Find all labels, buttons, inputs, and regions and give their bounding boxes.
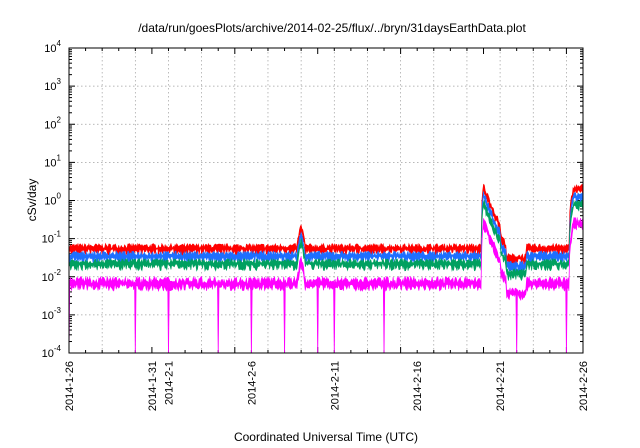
x-tick-label: 2014-2-26: [578, 361, 590, 411]
y-tick-label: 100: [44, 192, 61, 208]
y-axis-label: cSv/day: [25, 179, 39, 222]
y-tick-label: 10-2: [42, 268, 62, 284]
x-axis-label: Coordinated Universal Time (UTC): [234, 430, 418, 444]
x-tick-label: 2014-1-26: [64, 361, 76, 411]
y-tick-label: 10-1: [42, 230, 62, 246]
chart-title: /data/run/goesPlots/archive/2014-02-25/f…: [138, 21, 526, 35]
y-tick-label: 104: [44, 39, 61, 55]
y-tick-label: 10-4: [42, 344, 62, 360]
x-tick-label: 2014-2-1: [163, 361, 175, 405]
series-group: [69, 183, 583, 353]
grid: [69, 48, 583, 353]
y-tick-label: 10-3: [42, 306, 62, 322]
series-band: [69, 183, 583, 266]
x-tick-label: 2014-2-6: [246, 361, 258, 405]
series-band: [69, 217, 583, 353]
x-tick-labels: 2014-1-26 2014-1-31 2014-2-1 2014-2-6 2014-2…: [64, 361, 590, 411]
y-tick-label: 102: [44, 115, 61, 131]
y-tick-label: 103: [44, 77, 61, 93]
series-band: [69, 199, 583, 282]
x-tick-label: 2014-2-16: [412, 361, 424, 411]
y-tick-label: 101: [44, 153, 61, 169]
x-tick-label: 2014-2-21: [495, 361, 507, 411]
y-tick-labels: 10-4 10-3 10-2 10-1 100 101 102 103 104: [42, 39, 62, 360]
x-tick-label: 2014-2-11: [329, 361, 341, 410]
plot-frame: [68, 47, 584, 354]
x-tick-label: 2014-1-31: [147, 361, 159, 411]
